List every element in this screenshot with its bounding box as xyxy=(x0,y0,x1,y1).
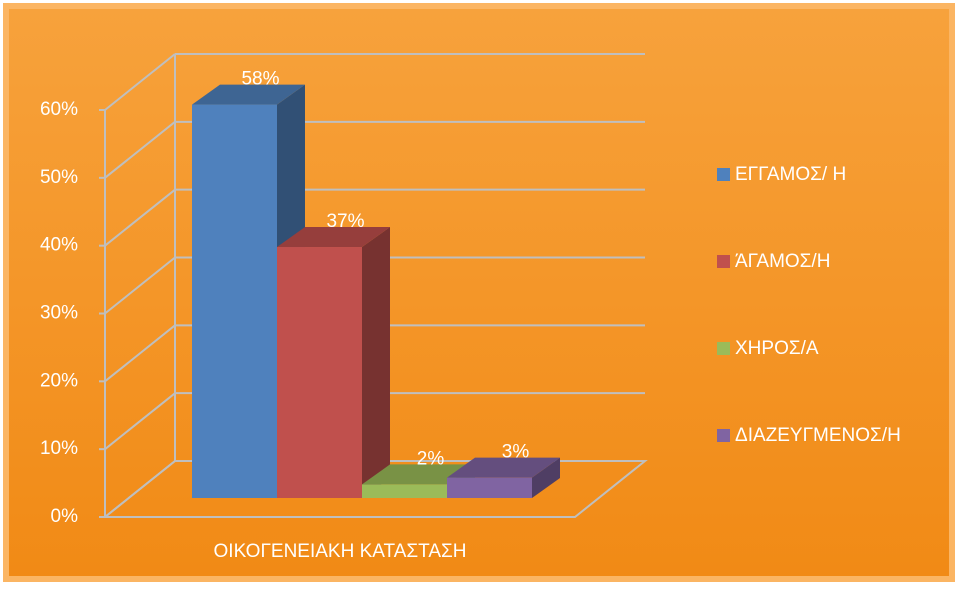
grid-line xyxy=(104,392,176,450)
legend-label: ΧΗΡΟΣ/Α xyxy=(735,338,819,359)
legend-swatch xyxy=(717,255,730,268)
grid-line xyxy=(104,460,176,518)
x-tick-label: ΟΙΚΟΓΕΝΕΙΑΚΗ ΚΑΤΑΣΤΑΣΗ xyxy=(214,541,467,562)
bar-side xyxy=(362,227,390,498)
legend-swatch xyxy=(717,429,730,442)
bar-top xyxy=(447,457,560,478)
y-tick-label: 20% xyxy=(40,370,78,391)
data-label: 58% xyxy=(241,69,279,90)
bar xyxy=(447,477,532,498)
bar xyxy=(192,104,277,499)
y-tick-label: 60% xyxy=(40,99,78,120)
legend-label: ΔΙΑΖΕΥΓΜΕΝΟΣ/Η xyxy=(735,425,901,446)
data-label: 2% xyxy=(417,448,445,469)
legend-swatch xyxy=(717,168,730,181)
y-tick-label: 50% xyxy=(40,167,78,188)
grid-line xyxy=(104,121,176,179)
y-tick-label: 0% xyxy=(51,506,79,527)
bar-top xyxy=(192,84,305,105)
grid-line xyxy=(104,256,176,315)
legend-swatch xyxy=(717,342,730,355)
data-label: 37% xyxy=(326,211,364,232)
bar xyxy=(362,484,447,498)
grid-line xyxy=(104,324,176,383)
legend-label: ΕΓΓΑΜΟΣ/ Η xyxy=(735,164,846,185)
y-tick-label: 10% xyxy=(40,438,78,459)
legend-label: ΆΓΑΜΟΣ/Η xyxy=(735,251,830,272)
bar-side xyxy=(532,457,560,498)
y-tick-label: 30% xyxy=(40,303,78,324)
data-label: 3% xyxy=(502,442,530,463)
bar-top xyxy=(362,464,475,485)
bar-top xyxy=(277,227,390,248)
y-tick-label: 40% xyxy=(40,235,78,256)
grid-line xyxy=(104,188,176,247)
grid-line xyxy=(104,53,176,111)
bar xyxy=(277,247,362,498)
